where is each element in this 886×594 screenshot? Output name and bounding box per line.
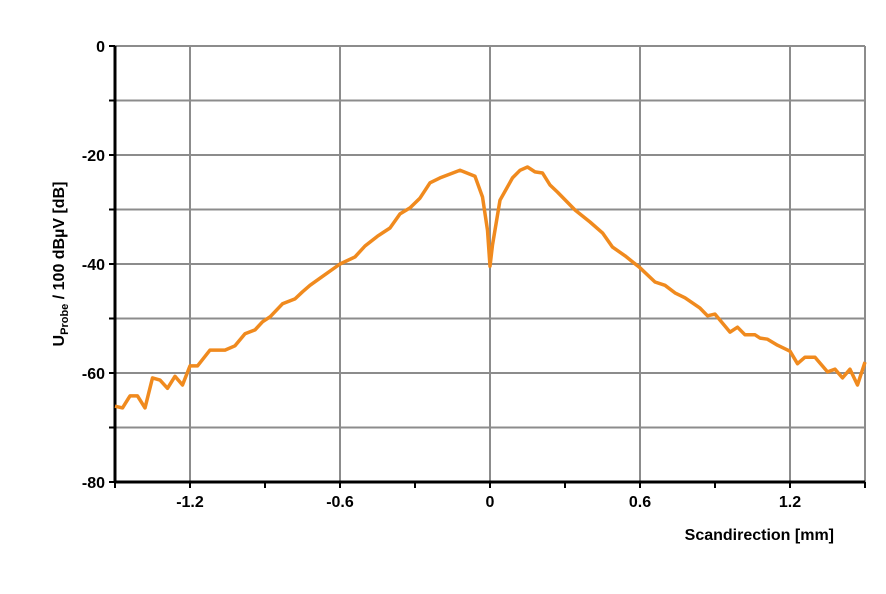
- series-line: [114, 165, 867, 410]
- x-axis-label: Scandirection [mm]: [685, 527, 834, 544]
- x-tick-label: -1.2: [176, 494, 204, 511]
- x-tick-label: -0.6: [326, 494, 354, 511]
- x-tick-label: 0: [486, 494, 495, 511]
- tick-labels: 0 -20 -40 -60 -80 -1.2 -0.6 0 0.6 1.2: [82, 39, 801, 511]
- x-tick-label: 0.6: [629, 494, 651, 511]
- y-tick-label: -60: [82, 366, 105, 383]
- y-axis-label: UProbe / 100 dBµV [dB]: [51, 182, 71, 347]
- x-tick-label: 1.2: [779, 494, 801, 511]
- y-tick-label: -20: [82, 148, 105, 165]
- y-tick-label: -40: [82, 257, 105, 274]
- y-tick-label: 0: [96, 39, 105, 56]
- y-tick-label: -80: [82, 475, 105, 492]
- axes: [109, 45, 866, 488]
